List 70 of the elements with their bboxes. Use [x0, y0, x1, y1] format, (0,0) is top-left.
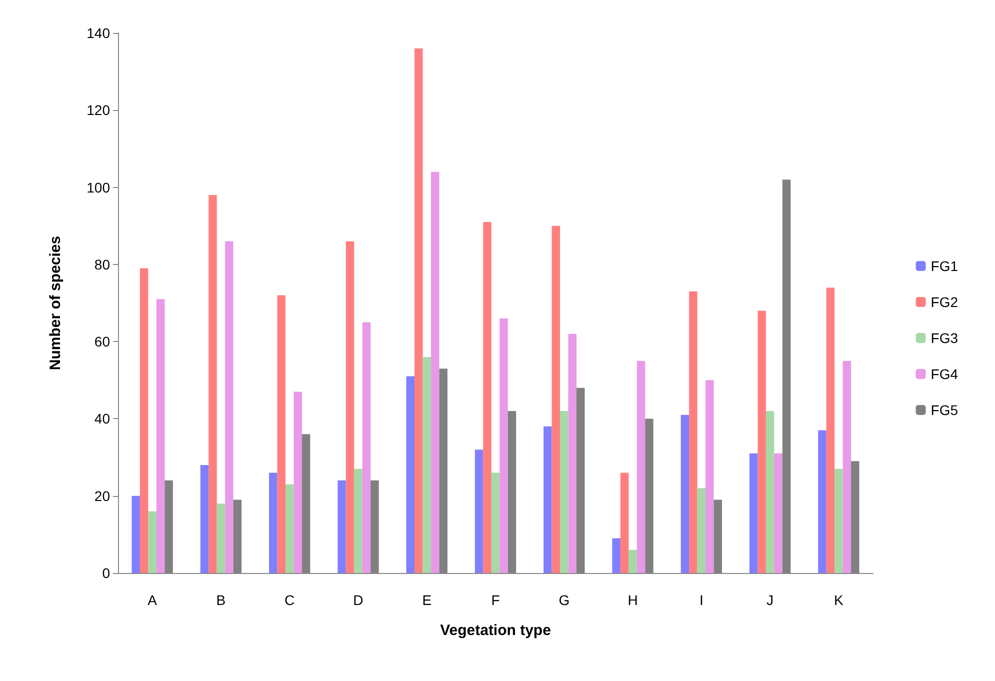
bar: [285, 484, 294, 573]
legend-label: FG4: [930, 366, 958, 382]
x-tick-label: D: [353, 592, 364, 608]
y-tick-label: 0: [102, 565, 110, 581]
y-tick-label: 120: [86, 102, 110, 118]
bar: [208, 195, 217, 573]
bar: [544, 426, 552, 573]
bar: [362, 322, 371, 573]
bar: [500, 318, 508, 573]
bar: [612, 538, 620, 573]
x-tick-label: H: [628, 592, 638, 608]
x-tick-label: K: [834, 592, 844, 608]
x-tick-label: J: [766, 592, 774, 608]
bar: [758, 310, 766, 573]
legend-label: FG2: [930, 294, 958, 310]
bar: [706, 380, 714, 573]
bar: [422, 357, 431, 573]
bar: [277, 295, 286, 573]
bar: [474, 450, 484, 573]
bar: [766, 411, 774, 573]
bar: [140, 268, 148, 573]
bar: [483, 222, 492, 573]
x-axis-title: Vegetation type: [440, 622, 551, 639]
x-tick-label: A: [148, 592, 158, 608]
bar: [749, 453, 758, 573]
bar: [628, 550, 637, 573]
bar: [560, 411, 568, 573]
bar: [216, 504, 226, 573]
bar: [697, 488, 706, 573]
y-tick-label: 100: [86, 179, 110, 196]
x-tick-label: F: [491, 592, 500, 608]
y-axis-title: Number of species: [47, 236, 64, 370]
bar: [636, 360, 646, 573]
bar: [225, 241, 234, 573]
bar: [552, 226, 560, 573]
x-tick-label: B: [216, 592, 226, 608]
bar: [414, 48, 423, 573]
x-tick-label: E: [422, 592, 432, 608]
bar: [200, 465, 209, 573]
bar: [774, 453, 782, 573]
x-tick-label: G: [558, 592, 570, 608]
y-tick-label: 20: [94, 488, 110, 504]
y-tick-label: 140: [86, 25, 110, 41]
bar: [826, 288, 835, 573]
bar: [269, 472, 278, 573]
x-tick-label: I: [699, 592, 704, 608]
bar: [338, 480, 346, 573]
bar: [156, 299, 165, 573]
bar: [568, 334, 576, 573]
bar: [354, 468, 362, 573]
bar: [148, 511, 156, 573]
legend-label: FG1: [930, 258, 958, 274]
y-tick-label: 40: [94, 410, 110, 427]
bar: [406, 376, 415, 573]
legend-label: FG3: [930, 330, 958, 346]
bar: [689, 291, 698, 573]
bar: [132, 496, 140, 573]
y-tick-label: 60: [94, 334, 110, 350]
legend-label: FG5: [930, 402, 958, 418]
bar: [842, 360, 852, 573]
bar: [620, 472, 629, 573]
bar: [491, 472, 500, 573]
bar: [430, 172, 440, 573]
bar: [818, 430, 826, 573]
bar: [294, 392, 302, 573]
bar: [834, 468, 843, 573]
x-tick-label: C: [284, 592, 295, 608]
bar: [346, 241, 354, 573]
y-tick-label: 80: [94, 256, 110, 272]
bar: [680, 414, 690, 573]
